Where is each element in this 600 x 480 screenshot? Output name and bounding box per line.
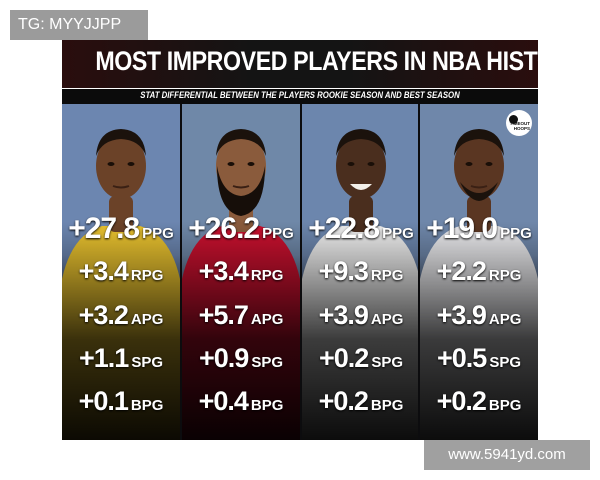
player-stats: +27.8 PPG +3.4 RPG +3.2 APG +1.1 SPG +0.1 BPG [62,212,180,440]
player-stats: +26.2 PPG +3.4 RPG +5.7 APG +0.9 SPG +0.4 BPG [182,212,300,440]
photo-shade [302,104,420,440]
title-banner: MOST IMPROVED PLAYERS IN NBA HISTORY [62,40,538,88]
column-divider [300,104,302,440]
stat-unit: PPG [382,225,414,242]
player-stats: +19.0 PPG +2.2 RPG +3.9 APG +0.5 SPG +0.2 BPG [420,212,538,440]
stat-unit: PPG [500,225,532,242]
player-photo [302,104,420,440]
stat-unit: BPG [130,397,164,414]
logo-text-line: TIMEOUT [509,121,530,126]
graphic-subtitle: STAT DIFFERENTIAL BETWEEN THE PLAYERS RO… [140,90,460,101]
stat-value: +3.4 [198,256,249,286]
stat-row: +0.2 BPG [302,386,420,417]
stat-unit: APG [370,311,404,328]
stat-row: +1.1 SPG [62,343,180,374]
stat-unit: SPG [251,354,283,371]
stat-value: +0.1 [78,386,129,416]
stat-unit: SPG [489,354,521,371]
stat-row: +0.2 SPG [302,343,420,374]
stat-row: +26.2 PPG [182,212,300,246]
stat-unit: RPG [130,267,164,284]
stat-value: +0.2 [319,343,369,373]
stat-value: +9.3 [318,256,369,286]
infographic: MOST IMPROVED PLAYERS IN NBA HISTORY STA… [62,40,538,440]
stat-row: +0.4 BPG [182,386,300,417]
photo-shade [62,104,180,440]
stat-row: +3.9 APG [302,300,420,331]
player-column: +26.2 PPG +3.4 RPG +5.7 APG +0.9 SPG +0.4 BPG [182,104,300,440]
stat-row: +3.4 RPG [182,256,300,287]
stat-row: +22.8 PPG [302,212,420,246]
stat-value: +3.9 [436,300,487,330]
player-column: +27.8 PPG +3.4 RPG +3.2 APG +1.1 SPG +0.1 BPG [62,104,180,440]
stat-row: +2.2 RPG [420,256,538,287]
basketball-icon [509,115,518,124]
stat-value: +1.1 [79,343,129,373]
stat-value: +0.9 [199,343,249,373]
stat-row: +0.5 SPG [420,343,538,374]
logo-text: TIMEOUT HOOPS [506,121,532,131]
stat-value: +0.2 [436,386,487,416]
stat-unit: SPG [131,354,163,371]
graphic-title: MOST IMPROVED PLAYERS IN NBA HISTORY [95,46,538,76]
stat-value: +0.4 [198,386,249,416]
player-column: +22.8 PPG +9.3 RPG +3.9 APG +0.2 SPG +0.2 BPG [302,104,420,440]
stat-row: +5.7 APG [182,300,300,331]
stat-unit: PPG [262,225,294,242]
stat-value: +19.0 [426,212,498,245]
stat-unit: APG [250,311,284,328]
stat-unit: APG [488,311,522,328]
stat-row: +27.8 PPG [62,212,180,246]
player-photo [182,104,300,440]
subtitle-bar: STAT DIFFERENTIAL BETWEEN THE PLAYERS RO… [62,88,538,104]
stat-row: +3.2 APG [62,300,180,331]
stat-unit: SPG [371,354,403,371]
stat-row: +0.2 BPG [420,386,538,417]
player-column: +19.0 PPG +2.2 RPG +3.9 APG +0.5 SPG +0.2 BPG [420,104,538,440]
stat-value: +3.4 [78,256,129,286]
telegram-watermark: TG: MYYJJPP [10,10,148,40]
stat-value: +2.2 [436,256,487,286]
column-divider [418,104,420,440]
site-watermark: www.5941yd.com [424,440,590,470]
stat-value: +0.5 [437,343,487,373]
stat-value: +3.2 [78,300,129,330]
stat-unit: BPG [250,397,284,414]
stat-unit: PPG [142,225,174,242]
stat-value: +22.8 [308,212,380,245]
photo-shade [182,104,300,440]
stat-value: +27.8 [68,212,140,245]
photo-shade [420,104,538,440]
stat-unit: RPG [488,267,522,284]
stat-value: +0.2 [318,386,369,416]
stat-row: +19.0 PPG [420,212,538,246]
logo-text-line: HOOPS [513,126,530,131]
timeout-hoops-logo: TIMEOUT HOOPS [506,110,532,136]
stat-unit: BPG [370,397,404,414]
stat-unit: RPG [250,267,284,284]
player-photo [62,104,180,440]
stat-unit: RPG [370,267,404,284]
stat-value: +5.7 [198,300,249,330]
column-divider [180,104,182,440]
stat-row: +3.4 RPG [62,256,180,287]
stat-row: +0.1 BPG [62,386,180,417]
player-stats: +22.8 PPG +9.3 RPG +3.9 APG +0.2 SPG +0.2 BPG [302,212,420,440]
stat-row: +3.9 APG [420,300,538,331]
stat-value: +26.2 [188,212,260,245]
stat-unit: APG [130,311,164,328]
player-photo [420,104,538,440]
stat-row: +0.9 SPG [182,343,300,374]
stat-value: +3.9 [318,300,369,330]
stat-row: +9.3 RPG [302,256,420,287]
stat-unit: BPG [488,397,522,414]
